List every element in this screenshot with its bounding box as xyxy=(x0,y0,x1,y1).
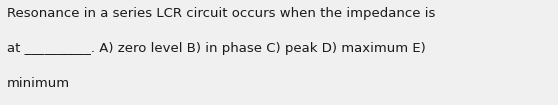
Text: at __________. A) zero level B) in phase C) peak D) maximum E): at __________. A) zero level B) in phase… xyxy=(7,42,425,55)
Text: Resonance in a series LCR circuit occurs when the impedance is: Resonance in a series LCR circuit occurs… xyxy=(7,7,435,20)
Text: minimum: minimum xyxy=(7,77,70,90)
